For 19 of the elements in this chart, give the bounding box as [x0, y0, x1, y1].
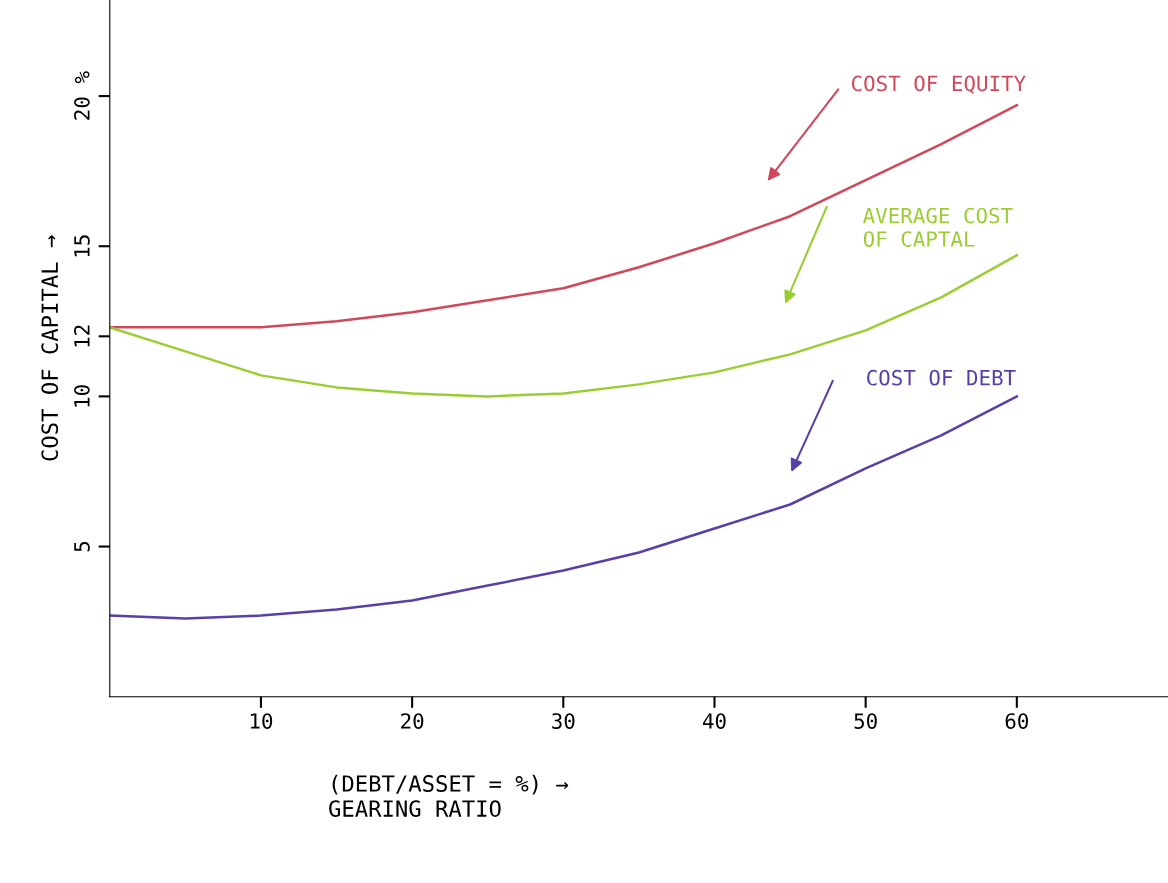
y-axis-title: COST OF CAPITAL →: [41, 235, 59, 461]
x-tick-label: 20: [401, 713, 424, 729]
line-series: [109, 254, 1019, 398]
x-tick-label: 10: [250, 713, 273, 729]
x-tick-label: 40: [702, 713, 726, 729]
annotation: COST OF DEBT: [867, 369, 1016, 386]
x-tick-label: 50: [854, 713, 877, 729]
x-axis-title: (DEBT/ASSET = %) → GEARING RATIO: [329, 774, 569, 817]
y-tick-label: 20 %: [74, 71, 90, 120]
line-series: [109, 395, 1019, 620]
annotation: AVERAGE COST OF CAPTAL: [863, 207, 1013, 247]
x-tick-label: 60: [1005, 713, 1029, 729]
y-tick-label: 15: [74, 235, 90, 257]
x-tick-label: 30: [552, 713, 575, 729]
annotation: COST OF EQUITY: [851, 75, 1026, 94]
line-series: [109, 103, 1019, 329]
y-tick-label: 10: [74, 385, 90, 407]
y-tick-label: 5: [74, 541, 90, 552]
y-tick-label: 12: [74, 325, 90, 347]
